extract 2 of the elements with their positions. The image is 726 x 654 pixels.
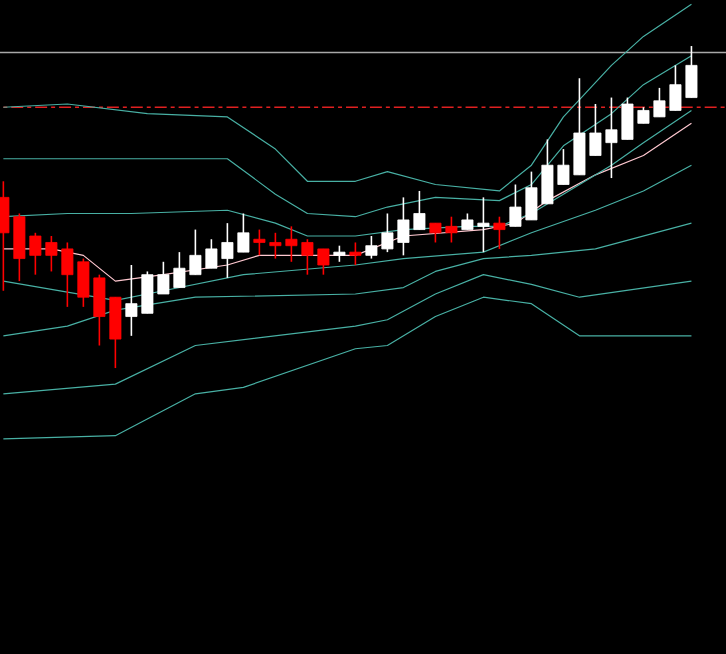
candlestick bbox=[493, 215, 506, 250]
candlestick bbox=[349, 241, 362, 266]
